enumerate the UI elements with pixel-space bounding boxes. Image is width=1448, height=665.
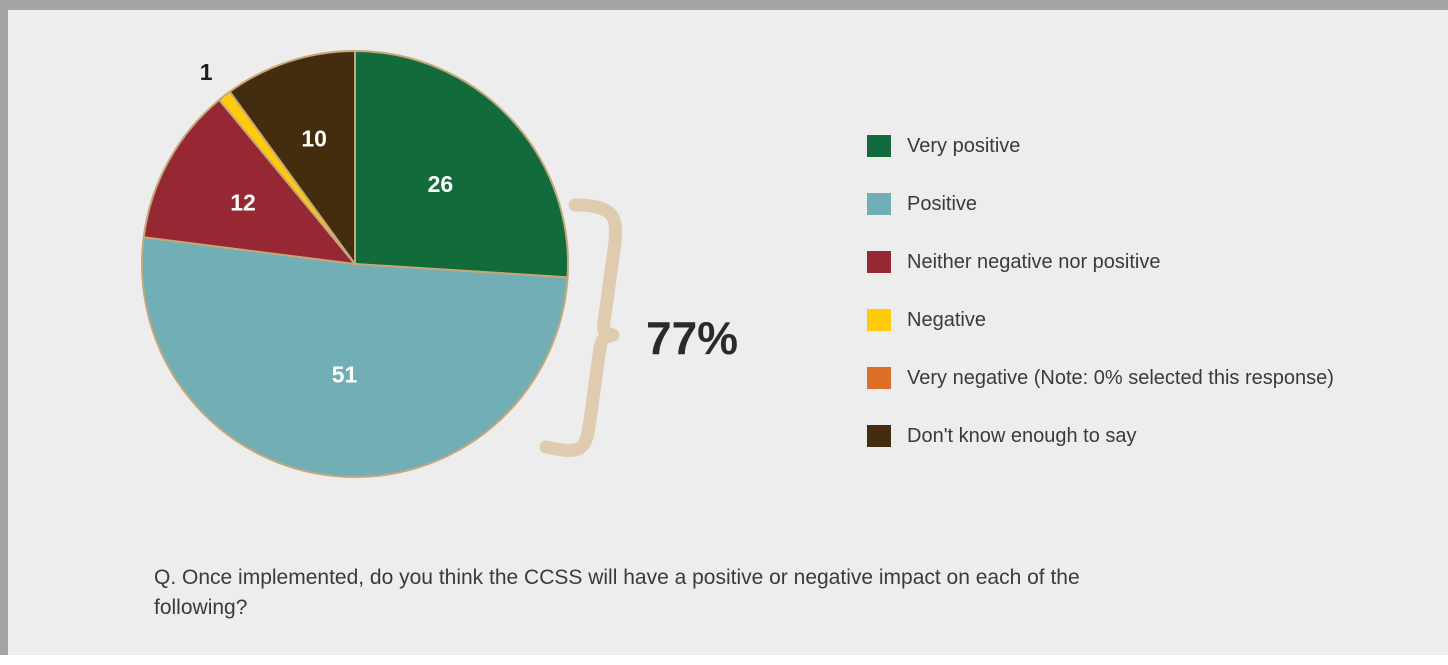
data-label-positive: 51 — [332, 361, 358, 387]
legend-label: Don't know enough to say — [907, 424, 1137, 447]
pie-slice-don-t-know-enough-to-say — [228, 50, 356, 265]
legend-item-neither-negative-nor-positive: Neither negative nor positive — [867, 233, 1334, 291]
legend-label: Very negative (Note: 0% selected this re… — [907, 366, 1334, 389]
legend-item-don-t-know-enough-to-say: Don't know enough to say — [867, 407, 1334, 465]
annotation-percentage: 77% — [646, 312, 739, 364]
data-label-very-positive: 26 — [428, 171, 454, 197]
legend-label: Very positive — [907, 134, 1021, 157]
pie-slices — [141, 50, 569, 478]
pie-slice-neither-negative-nor-positive — [142, 98, 356, 265]
legend-swatch — [867, 193, 891, 215]
question-text: Q. Once implemented, do you think the CC… — [154, 566, 1080, 619]
legend: Very positive Positive Neither negative no… — [867, 117, 1334, 465]
legend-label: Positive — [907, 192, 978, 215]
data-label-neither-negative-nor-positive: 12 — [230, 189, 256, 215]
data-label-don-t-know-enough-to-say: 10 — [301, 125, 327, 151]
pie-slice-positive — [141, 236, 569, 478]
legend-swatch — [867, 251, 891, 273]
pie-chart: 26 51 12 1 10 — [141, 50, 623, 478]
pie-slice-very-positive — [354, 50, 569, 279]
legend-swatch — [867, 135, 891, 157]
legend-item-very-negative-note-0-selected-this-response: Very negative (Note: 0% selected this re… — [867, 349, 1334, 407]
curly-bracket — [539, 198, 623, 457]
legend-item-very-positive: Very positive — [867, 117, 1334, 175]
legend-label: Neither negative nor positive — [907, 250, 1161, 273]
pie-data-labels: 26 51 12 1 10 — [200, 59, 453, 387]
legend-swatch — [867, 425, 891, 447]
legend-swatch — [867, 309, 891, 331]
data-label-negative: 1 — [200, 59, 213, 85]
legend-label: Negative — [907, 308, 986, 331]
legend-swatch — [867, 367, 891, 389]
legend-item-negative: Negative — [867, 291, 1334, 349]
legend-item-positive: Positive — [867, 175, 1334, 233]
